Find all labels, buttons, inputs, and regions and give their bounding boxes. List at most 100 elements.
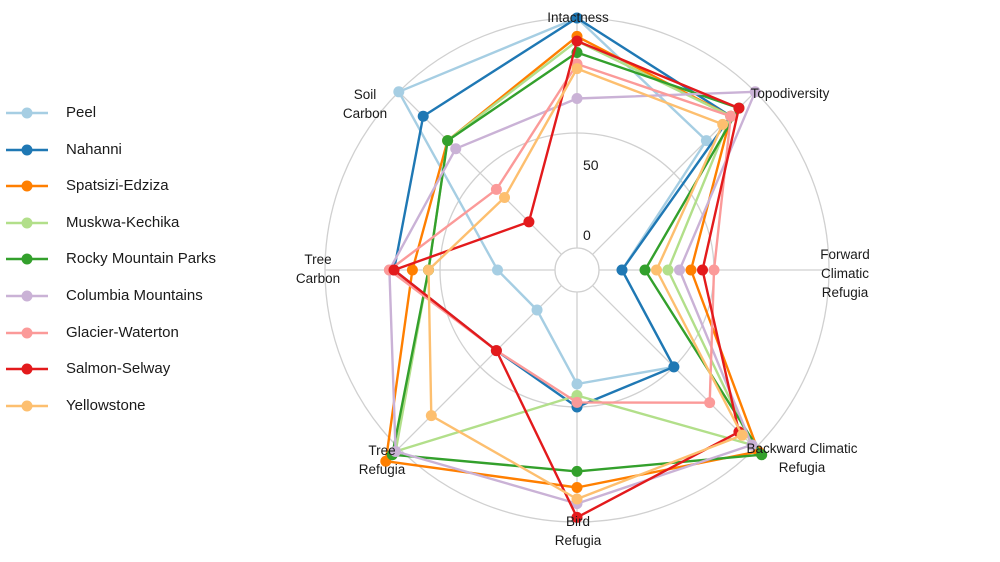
legend-swatch-marker (21, 327, 33, 339)
legend-label: Peel (66, 104, 97, 121)
data-point (490, 345, 502, 357)
data-point (733, 102, 745, 114)
data-point (571, 378, 583, 390)
data-point (390, 445, 402, 457)
data-point (492, 264, 503, 276)
radar-series (380, 12, 768, 523)
legend-item: Columbia Mountains (0, 286, 280, 323)
series-yellowstone (423, 63, 748, 505)
data-point (571, 482, 583, 493)
legend-item: Salmon-Selway (0, 359, 280, 396)
axis-label: Tree Refugia (359, 443, 406, 477)
data-point (406, 264, 418, 276)
radial-tick-labels: 0 50 (583, 157, 599, 243)
data-point (616, 264, 628, 276)
legend: Peel Nahanni Spatsizi-Edziza Muskwa-Kechika… (0, 103, 280, 432)
legend-item: Rocky Mountain Parks (0, 249, 280, 286)
legend-label: Yellowstone (66, 396, 146, 414)
axis-labels: Intactness Topodiversity Forward Climatic Re… (296, 10, 870, 548)
data-point (651, 264, 662, 276)
axis-label: Soil Carbon (343, 87, 387, 121)
radial-tick-label: 50 (583, 157, 599, 173)
legend-item: Peel (0, 103, 280, 140)
legend-swatch (6, 253, 48, 265)
radial-tick-label: 0 (583, 227, 591, 243)
data-point (685, 264, 697, 276)
legend-label: Columbia Mountains (66, 286, 203, 304)
data-point (417, 110, 429, 122)
data-point (571, 35, 583, 47)
legend-label: Glacier-Waterton (66, 323, 179, 341)
data-point (571, 511, 583, 523)
series-line (392, 16, 732, 409)
legend-swatch-marker (21, 290, 33, 302)
data-point (571, 93, 583, 104)
data-point (499, 192, 511, 204)
legend-swatch (6, 363, 48, 375)
legend-swatch-marker (21, 144, 33, 156)
legend-label: Muskwa-Kechika (66, 213, 180, 231)
legend-label: Rocky Mountain Parks (66, 250, 217, 268)
legend-swatch (6, 217, 48, 229)
axis-label-line: Tree (304, 252, 331, 267)
data-point (749, 86, 761, 98)
data-point (704, 397, 716, 409)
legend-swatch (6, 144, 48, 156)
axis-label-line: Soil (354, 87, 377, 102)
data-point (668, 361, 680, 373)
axis-label-line: Bird (566, 514, 590, 529)
legend-label: Salmon-Selway (66, 360, 171, 378)
data-point (571, 493, 583, 505)
axis-label: Forward Climatic Refugia (820, 247, 870, 300)
legend-label: Nahanni (66, 140, 122, 158)
legend-swatch (6, 180, 48, 192)
grid-ring (554, 247, 600, 293)
axis-label-line: Refugia (822, 285, 869, 300)
axis-label: Tree Carbon (296, 252, 340, 286)
data-point (756, 449, 768, 461)
data-point (531, 304, 543, 316)
data-point (571, 63, 583, 75)
data-point (725, 110, 737, 122)
data-point (523, 216, 535, 228)
data-point (717, 118, 729, 130)
axis-label: Backward Climatic Refugia (746, 441, 857, 475)
legend-item: Spatsizi-Edziza (0, 176, 280, 213)
legend-swatch-marker (21, 180, 33, 192)
series-columbia-mountains (383, 86, 761, 510)
axis-label-line: Backward Climatic (746, 441, 857, 456)
data-point (674, 264, 685, 276)
data-point (700, 135, 712, 147)
axis-label-line: Topodiversity (751, 86, 830, 101)
data-point (736, 429, 748, 441)
data-point (697, 264, 708, 276)
legend-swatch-marker (21, 363, 33, 375)
data-point (442, 135, 454, 147)
data-point (639, 264, 651, 276)
legend-swatch (6, 290, 48, 302)
axis-label-line: Climatic (821, 266, 869, 281)
data-point (571, 12, 583, 24)
data-point (746, 439, 758, 451)
data-point (423, 264, 434, 276)
axis-label-line: Tree (368, 443, 395, 458)
series-salmon-selway (388, 35, 745, 523)
axis-label-line: Forward (820, 247, 870, 262)
legend-swatch (6, 107, 48, 119)
data-point (662, 264, 674, 276)
legend-label: Spatsizi-Edziza (66, 177, 169, 195)
series-line (397, 16, 708, 386)
data-point (388, 264, 400, 276)
legend-swatch (6, 400, 48, 412)
data-point (571, 465, 583, 477)
data-point (571, 396, 583, 408)
legend-item: Nahanni (0, 140, 280, 177)
data-point (425, 410, 437, 422)
axis-label-line: Refugia (779, 460, 826, 475)
legend-swatch (6, 327, 48, 339)
data-point (393, 86, 405, 98)
data-point (708, 264, 720, 276)
axis-label-line: Carbon (343, 106, 387, 121)
legend-swatch-marker (21, 400, 33, 412)
